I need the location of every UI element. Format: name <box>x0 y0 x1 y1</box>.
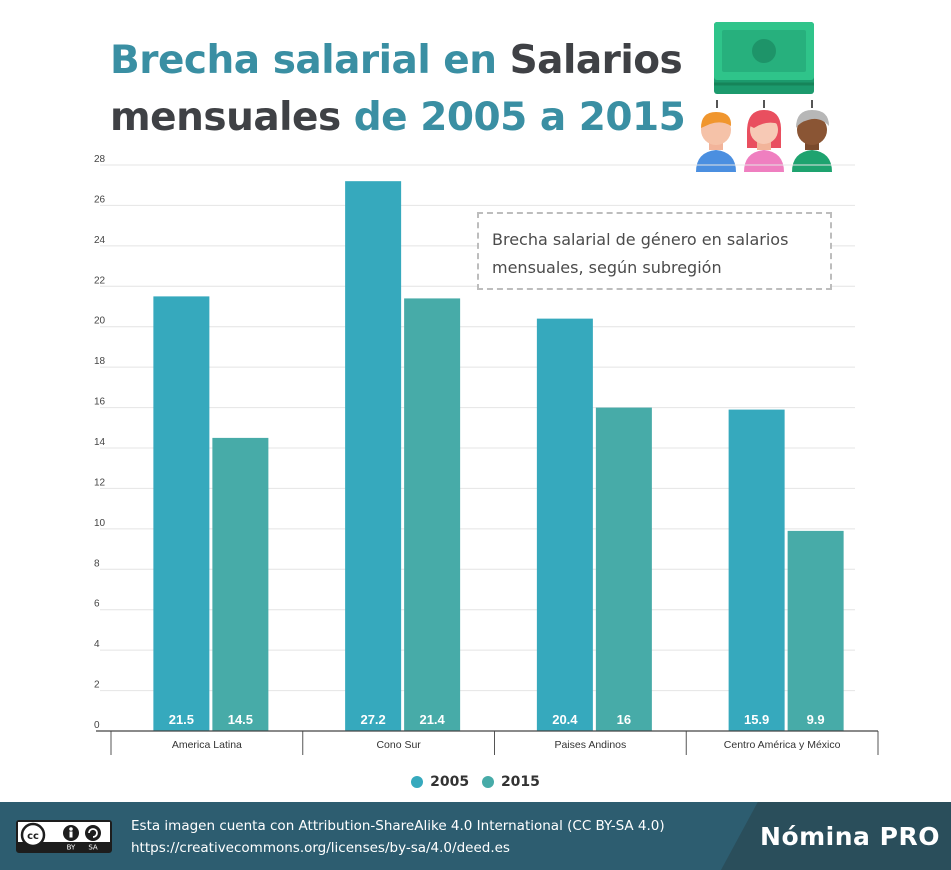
y-tick-label: 20 <box>94 316 106 327</box>
brand-logo: Nómina PRO <box>760 821 940 851</box>
data-label: 20.4 <box>552 712 578 727</box>
legend-swatch-2005 <box>411 776 424 788</box>
bar-2015 <box>787 530 844 731</box>
cc-by-label: BY <box>67 844 76 852</box>
brand-panel: Nómina PRO <box>721 802 951 870</box>
bar-2005 <box>536 318 593 731</box>
page-title: Brecha salarial en Salarios mensuales de… <box>110 32 690 146</box>
y-tick-label: 14 <box>94 437 106 448</box>
woman-avatar-icon <box>744 110 784 172</box>
bar-2015 <box>212 437 269 731</box>
y-tick-label: 12 <box>94 477 106 488</box>
data-label: 21.5 <box>169 712 194 727</box>
y-tick-label: 24 <box>94 235 106 246</box>
data-labels: 21.5 14.5 27.2 21.4 20.4 16 15.9 9.9 <box>169 712 825 727</box>
y-tick-label: 10 <box>94 518 106 529</box>
bar-2005 <box>345 181 402 731</box>
subtitle-line-2: mensuales, según subregión <box>492 258 722 277</box>
legend-item-2005: 2005 <box>411 774 469 790</box>
y-tick-label: 22 <box>94 275 106 286</box>
title-part-2: Salarios <box>509 38 683 83</box>
data-label: 15.9 <box>744 712 769 727</box>
y-tick-label: 4 <box>94 639 100 650</box>
legend-label-2005: 2005 <box>430 774 470 790</box>
connector-lines <box>716 100 813 108</box>
y-tick-label: 2 <box>94 680 100 691</box>
elder-avatar-icon <box>792 110 832 172</box>
x-tick-label: Centro América y México <box>724 739 841 751</box>
money-bill-icon <box>714 22 814 94</box>
creative-commons-icon[interactable]: cc BY SA <box>16 820 112 853</box>
bar-2015 <box>595 407 652 731</box>
legend-item-2015: 2015 <box>481 774 540 790</box>
svg-text:cc: cc <box>27 831 39 842</box>
y-tick-label: 26 <box>94 194 106 205</box>
y-tick-label: 0 <box>94 720 100 731</box>
data-label: 14.5 <box>228 712 253 727</box>
data-label: 21.4 <box>419 712 445 727</box>
chart-legend: 2005 2015 <box>0 774 951 792</box>
legend-swatch-2015 <box>481 776 494 788</box>
license-text: Esta imagen cuenta con Attribution-Share… <box>131 815 665 859</box>
data-label: 27.2 <box>360 712 385 727</box>
data-label: 9.9 <box>807 712 825 727</box>
chart-subtitle: Brecha salarial de género en salarios me… <box>477 212 832 290</box>
x-tick-label: America Latina <box>172 739 242 751</box>
y-tick-label: 18 <box>94 356 106 367</box>
license-line-1: Esta imagen cuenta con Attribution-Share… <box>131 818 665 834</box>
data-label: 16 <box>617 712 631 727</box>
license-footer: cc BY SA Esta imagen cuenta con Attribut… <box>0 802 951 870</box>
license-link[interactable]: https://creativecommons.org/licenses/by-… <box>131 840 510 856</box>
cc-sa-label: SA <box>88 844 98 852</box>
legend-label-2015: 2015 <box>500 774 540 790</box>
salary-people-illustration <box>692 20 842 179</box>
subtitle-line-1: Brecha salarial de género en salarios <box>492 230 789 249</box>
bar-2015 <box>404 298 461 731</box>
title-part-4: de 2005 a 2015 <box>353 95 686 140</box>
x-tick-label: Cono Sur <box>376 739 421 751</box>
y-tick-label: 28 <box>94 154 106 165</box>
bar-2005 <box>153 296 210 731</box>
x-axis: America Latina Cono Sur Paises Andinos Cent… <box>96 730 879 755</box>
bar-2005 <box>728 409 785 731</box>
bars <box>153 181 844 731</box>
y-tick-label: 8 <box>94 558 100 569</box>
man-avatar-icon <box>696 112 736 172</box>
x-tick-label: Paises Andinos <box>554 739 626 751</box>
y-tick-label: 16 <box>94 397 106 408</box>
title-part-1: Brecha salarial en <box>110 38 510 83</box>
title-part-3: mensuales <box>110 95 354 140</box>
y-tick-label: 6 <box>94 599 100 610</box>
